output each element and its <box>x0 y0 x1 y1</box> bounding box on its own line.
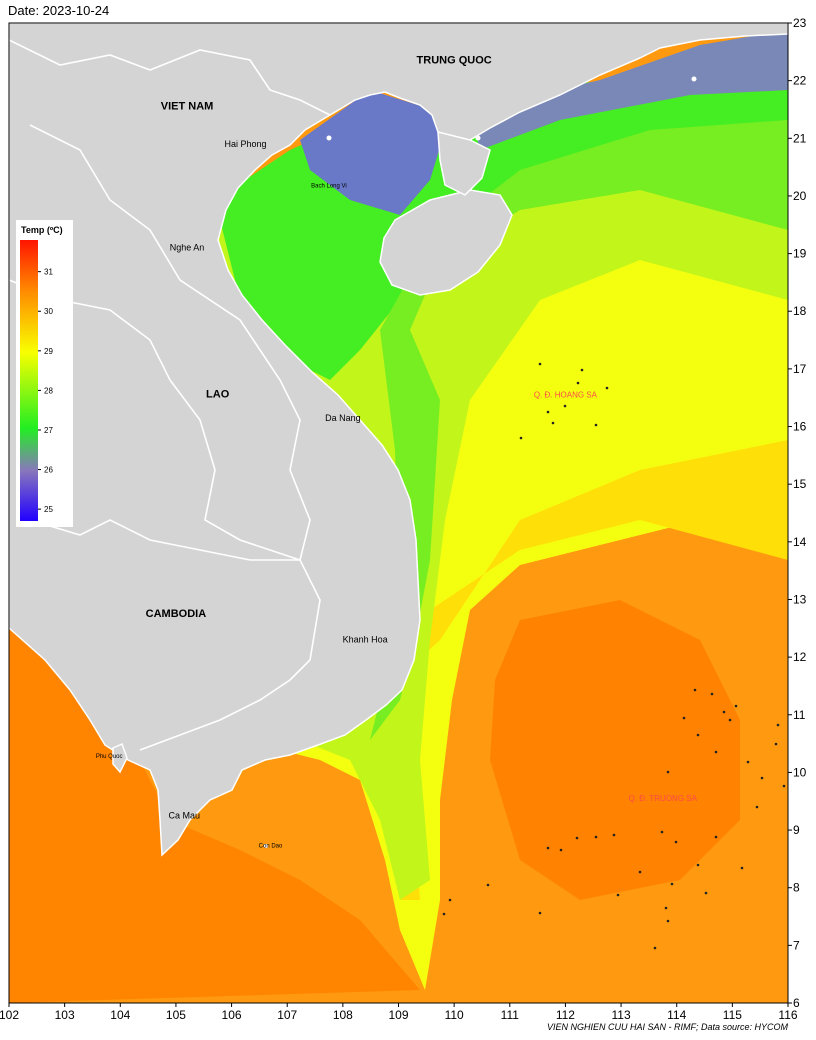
lat-tick-label: 6 <box>793 996 800 1010</box>
sst-zone-cool <box>300 90 450 215</box>
legend-tick-label: 29 <box>44 347 53 356</box>
lon-tick-label: 110 <box>445 1008 464 1022</box>
map-frame-content: TRUNG QUOC VIET NAM LAO CAMBODIA Hai Phong Ba… <box>9 23 788 1003</box>
phu-quoc-island <box>112 742 128 774</box>
archipelago-label: Q. Đ. HOANG SA <box>534 391 598 400</box>
place-label: Khanh Hoa <box>343 635 388 645</box>
latitude-axis: 6 7 8 9 10 11 12 13 14 15 16 17 18 19 20 21 22 23 <box>788 16 807 1010</box>
lat-tick-label: 8 <box>793 881 800 895</box>
place-label: Con Dao <box>259 843 283 849</box>
legend-tick-label: 31 <box>44 268 53 277</box>
legend-color-bar <box>20 240 38 521</box>
lon-tick-label: 102 <box>0 1008 19 1022</box>
lat-tick-label: 16 <box>793 420 807 434</box>
lon-tick-label: 106 <box>222 1008 242 1022</box>
lon-tick-label: 111 <box>501 1008 520 1022</box>
lat-tick-label: 22 <box>793 74 807 88</box>
land <box>9 23 788 857</box>
lon-tick-label: 112 <box>556 1008 575 1022</box>
country-borders <box>9 39 331 751</box>
lon-tick-label: 109 <box>388 1008 408 1022</box>
lat-tick-label: 19 <box>793 247 807 261</box>
place-label: Ca Mau <box>169 811 201 821</box>
islands-small <box>264 76 697 848</box>
lon-tick-label: 105 <box>166 1008 186 1022</box>
lon-tick-label: 107 <box>277 1008 297 1022</box>
lat-tick-label: 10 <box>793 765 807 779</box>
lon-tick-label: 104 <box>110 1008 130 1022</box>
archipelago-islands <box>442 362 786 950</box>
temperature-legend: Temp (ºC) 31 30 29 28 27 26 25 <box>16 220 73 527</box>
map-labels: TRUNG QUOC VIET NAM LAO CAMBODIA Hai Phong Ba… <box>96 54 698 849</box>
place-label: Nghe An <box>170 243 205 253</box>
lat-tick-label: 12 <box>793 650 807 664</box>
country-label: LAO <box>206 389 230 401</box>
legend-tick-label: 25 <box>44 505 53 514</box>
lon-tick-label: 116 <box>778 1008 797 1022</box>
legend-ticks: 31 30 29 28 27 26 25 <box>38 268 53 514</box>
lon-tick-label: 108 <box>333 1008 353 1022</box>
sst-zone-warm-se <box>490 600 740 900</box>
longitude-axis: 102 103 104 105 106 107 108 109 110 111 112 113 114 1… <box>0 1003 798 1022</box>
place-label: Phu Quoc <box>96 754 123 760</box>
lon-tick-label: 114 <box>667 1008 686 1022</box>
country-label: CAMBODIA <box>146 608 207 620</box>
lat-tick-label: 20 <box>793 189 807 203</box>
data-credit: VIEN NGHIEN CUU HAI SAN - RIMF; Data sou… <box>546 1022 788 1032</box>
lat-tick-label: 18 <box>793 304 807 318</box>
place-label: Hai Phong <box>224 139 266 149</box>
lat-tick-label: 11 <box>793 708 806 722</box>
lat-tick-label: 23 <box>793 16 807 30</box>
legend-tick-label: 30 <box>44 307 53 316</box>
lat-tick-label: 7 <box>793 938 800 952</box>
sst-zone-warm-sw <box>9 620 420 1003</box>
legend-tick-label: 26 <box>44 466 53 475</box>
lat-tick-label: 14 <box>793 535 807 549</box>
leizhou-peninsula <box>437 131 491 196</box>
archipelago-label: Q. Đ. TRUONG SA <box>629 794 698 803</box>
country-label: VIET NAM <box>161 100 214 112</box>
legend-title: Temp (ºC) <box>21 225 63 235</box>
lat-tick-label: 15 <box>793 477 807 491</box>
sst-zone-cool-east <box>470 30 788 150</box>
lon-tick-label: 113 <box>612 1008 631 1022</box>
lat-tick-label: 21 <box>793 131 807 145</box>
lat-tick-label: 9 <box>793 823 800 837</box>
lat-tick-label: 13 <box>793 592 807 606</box>
place-label: Da Nang <box>325 413 361 423</box>
sst-zone-green-mid <box>370 120 788 740</box>
lon-tick-label: 115 <box>723 1008 742 1022</box>
map-date: Date: 2023-10-24 <box>8 3 110 18</box>
lon-tick-label: 103 <box>55 1008 75 1022</box>
legend-tick-label: 28 <box>44 386 53 395</box>
legend-tick-label: 27 <box>44 426 53 435</box>
lat-tick-label: 17 <box>793 362 807 376</box>
place-label: Bach Long Vi <box>311 183 347 189</box>
country-label: TRUNG QUOC <box>417 54 492 66</box>
